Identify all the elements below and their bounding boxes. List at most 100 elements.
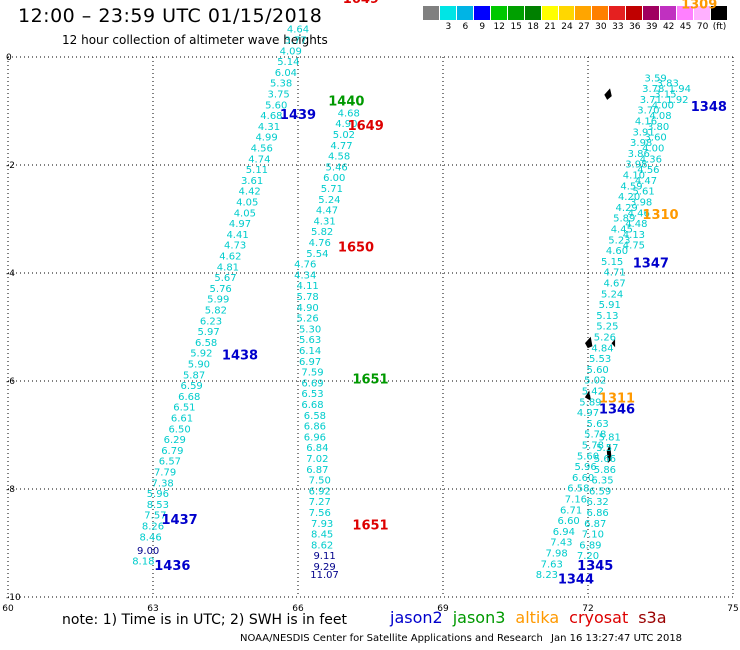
track-time-label: 1311 xyxy=(599,392,635,407)
colorbar-swatch xyxy=(507,6,525,20)
track-time-label: 1346 xyxy=(599,402,635,417)
wave-height-value: 4.90 xyxy=(335,119,357,130)
wave-height-value: 4.47 xyxy=(316,206,338,217)
wave-height-value: 4.76 xyxy=(294,260,316,271)
colorbar xyxy=(423,6,728,20)
wave-height-value: 9.00 xyxy=(137,546,159,557)
wave-height-value: 4.05 xyxy=(234,208,256,219)
wave-height-value: 4.56 xyxy=(251,144,273,155)
wave-height-value: 6.32 xyxy=(587,497,609,508)
wave-height-value: 8.45 xyxy=(311,530,333,541)
wave-height-value: 4.20 xyxy=(618,192,640,203)
wave-height-value: 5.71 xyxy=(321,184,343,195)
wave-height-value: 3.98 xyxy=(630,138,652,149)
wave-height-value: 4.77 xyxy=(330,141,352,152)
wave-height-value: 5.63 xyxy=(299,335,321,346)
wave-height-value: 5.86 xyxy=(594,465,616,476)
track-time-label: 1650 xyxy=(338,240,374,255)
wave-height-value: 4.16 xyxy=(635,117,657,128)
colorbar-tick-label: 42 xyxy=(662,22,675,32)
colorbar-swatch xyxy=(694,6,711,20)
wave-height-value: 6.87 xyxy=(584,519,606,530)
track-time-label: 1438 xyxy=(222,348,258,363)
wave-height-value: 4.84 xyxy=(591,343,613,354)
wave-height-value: 6.58 xyxy=(304,411,326,422)
wave-height-value: 7.93 xyxy=(311,519,333,530)
wave-height-value: 4.73 xyxy=(224,241,246,252)
wave-height-value: 5.78 xyxy=(582,441,604,452)
wave-height-value: 6.14 xyxy=(299,346,321,357)
colorbar-tick-label: 45 xyxy=(679,22,692,32)
wave-height-value: 6.68 xyxy=(178,392,200,403)
wave-height-value: 5.82 xyxy=(205,306,227,317)
wave-height-value: 5.46 xyxy=(326,162,348,173)
wave-height-value: 5.99 xyxy=(207,295,229,306)
wave-height-value: 4.99 xyxy=(255,133,277,144)
wave-height-value: 4.56 xyxy=(637,165,659,176)
wave-height-value: 5.78 xyxy=(297,292,319,303)
wave-height-value: 3.60 xyxy=(645,133,667,144)
colorbar-swatch xyxy=(456,6,474,20)
wave-height-value: 4.97 xyxy=(577,408,599,419)
colorbar-swatch xyxy=(423,6,440,20)
wave-height-value: 6.59 xyxy=(181,381,203,392)
land-polygon xyxy=(584,390,592,401)
wave-height-value: 3.80 xyxy=(647,122,669,133)
wave-height-value: 7.57 xyxy=(144,511,166,522)
y-tick-label: -4 xyxy=(6,269,15,279)
wave-height-value: 4.10 xyxy=(623,171,645,182)
wave-height-value: 5.23 xyxy=(608,235,630,246)
wave-height-value: 4.05 xyxy=(236,198,258,209)
generated-timestamp: Jan 16 13:27:47 UTC 2018 xyxy=(551,633,683,644)
wave-height-value: 5.26 xyxy=(594,333,616,344)
wave-height-value: 7.16 xyxy=(565,495,587,506)
wave-height-value: 5.24 xyxy=(601,289,623,300)
wave-height-value: 4.29 xyxy=(616,203,638,214)
x-tick-label: 60 xyxy=(2,604,14,614)
track-time-label: 1651 xyxy=(352,373,388,388)
wave-height-value: 5.92 xyxy=(190,349,212,360)
wave-height-value: 6.60 xyxy=(558,516,580,527)
wave-height-value: 5.76 xyxy=(210,284,232,295)
colorbar-swatch xyxy=(592,6,610,20)
wave-height-value: 3.98 xyxy=(630,198,652,209)
track-time-label: 1649 xyxy=(343,0,379,7)
y-tick-label: 0 xyxy=(6,53,12,63)
legend-cryosat: cryosat xyxy=(569,608,629,627)
wave-height-value: 6.29 xyxy=(164,435,186,446)
wave-height-value: 5.89 xyxy=(613,214,635,225)
wave-height-value: 5.87 xyxy=(183,370,205,381)
land-polygon xyxy=(604,88,612,100)
wave-height-value: 6.87 xyxy=(306,465,328,476)
wave-height-value: 8.62 xyxy=(311,540,333,551)
wave-height-value: 3.77 xyxy=(284,36,306,47)
wave-height-value: 6.94 xyxy=(553,527,575,538)
track-time-label: 1649 xyxy=(348,119,384,134)
wave-height-value: 4.36 xyxy=(640,154,662,165)
wave-height-value: 4.76 xyxy=(309,238,331,249)
x-tick-label: 72 xyxy=(582,604,593,614)
wave-height-value: 5.91 xyxy=(599,300,621,311)
wave-height-value: 6.61 xyxy=(171,414,193,425)
wave-height-value: 6.53 xyxy=(301,389,323,400)
wave-height-value: 4.47 xyxy=(635,176,657,187)
wave-height-value: 3.70 xyxy=(637,106,659,117)
wave-height-value: 6.57 xyxy=(159,457,181,468)
wave-height-value: 6.50 xyxy=(168,424,190,435)
wave-height-value: 4.75 xyxy=(623,241,645,252)
track-time-label: 1310 xyxy=(642,208,678,223)
x-tick-label: 69 xyxy=(437,604,449,614)
wave-height-value: 4.58 xyxy=(328,152,350,163)
colorbar-swatch xyxy=(490,6,508,20)
wave-height-value: 6.97 xyxy=(299,357,321,368)
wave-height-value: 7.59 xyxy=(301,368,323,379)
wave-height-value: 7.10 xyxy=(582,530,604,541)
y-tick-label: -6 xyxy=(6,377,15,387)
wave-height-value: 6.35 xyxy=(591,476,613,487)
wave-height-value: 5.26 xyxy=(297,314,319,325)
wave-height-value: 5.14 xyxy=(277,57,299,68)
wave-height-value: 9.11 xyxy=(313,551,335,562)
wave-height-value: 6.71 xyxy=(560,505,582,516)
wave-height-value: 5.81 xyxy=(599,432,621,443)
wave-height-value: 6.23 xyxy=(200,316,222,327)
